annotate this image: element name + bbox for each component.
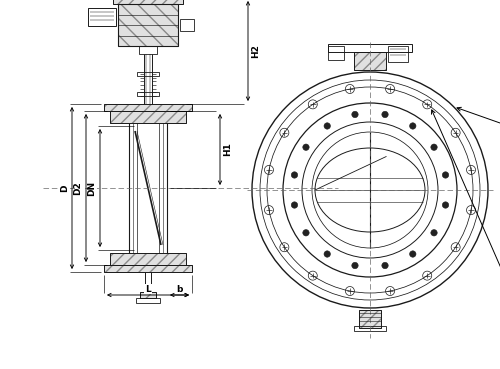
Circle shape <box>303 144 309 151</box>
Circle shape <box>324 123 330 129</box>
Circle shape <box>431 230 437 236</box>
Text: H2: H2 <box>252 44 260 58</box>
Circle shape <box>292 202 298 208</box>
Circle shape <box>352 111 358 118</box>
Circle shape <box>431 144 437 151</box>
Bar <box>110 111 186 123</box>
Bar <box>118 4 178 46</box>
Circle shape <box>303 230 309 236</box>
Bar <box>359 310 381 328</box>
Bar <box>180 19 194 31</box>
Bar <box>110 253 186 265</box>
Bar <box>104 104 192 111</box>
Circle shape <box>442 172 448 178</box>
Circle shape <box>410 123 416 129</box>
Bar <box>137 92 159 96</box>
Circle shape <box>410 251 416 257</box>
Bar <box>140 292 156 298</box>
Text: H1: H1 <box>224 142 232 156</box>
Circle shape <box>382 111 388 118</box>
Bar <box>140 292 156 298</box>
Bar <box>136 298 160 303</box>
Circle shape <box>442 202 448 208</box>
Bar <box>139 46 157 54</box>
Bar <box>359 310 381 328</box>
Bar <box>104 265 192 272</box>
Bar <box>388 46 408 62</box>
Bar <box>110 111 186 123</box>
Bar <box>328 44 412 52</box>
Text: DN: DN <box>88 180 96 196</box>
Bar <box>88 8 116 26</box>
Bar <box>113 0 183 4</box>
Text: b: b <box>176 284 182 293</box>
Bar <box>354 326 386 331</box>
Bar <box>110 253 186 265</box>
Circle shape <box>382 262 388 269</box>
Bar <box>328 46 344 60</box>
Text: D: D <box>60 184 70 192</box>
Bar <box>113 0 183 4</box>
Bar <box>118 4 178 46</box>
Circle shape <box>292 172 298 178</box>
Text: D2: D2 <box>74 181 82 195</box>
Text: L: L <box>145 284 151 293</box>
Bar <box>137 72 159 76</box>
Circle shape <box>324 251 330 257</box>
Bar <box>104 104 192 111</box>
Bar <box>104 265 192 272</box>
Circle shape <box>352 262 358 269</box>
Bar <box>354 52 386 70</box>
Bar <box>354 52 386 70</box>
